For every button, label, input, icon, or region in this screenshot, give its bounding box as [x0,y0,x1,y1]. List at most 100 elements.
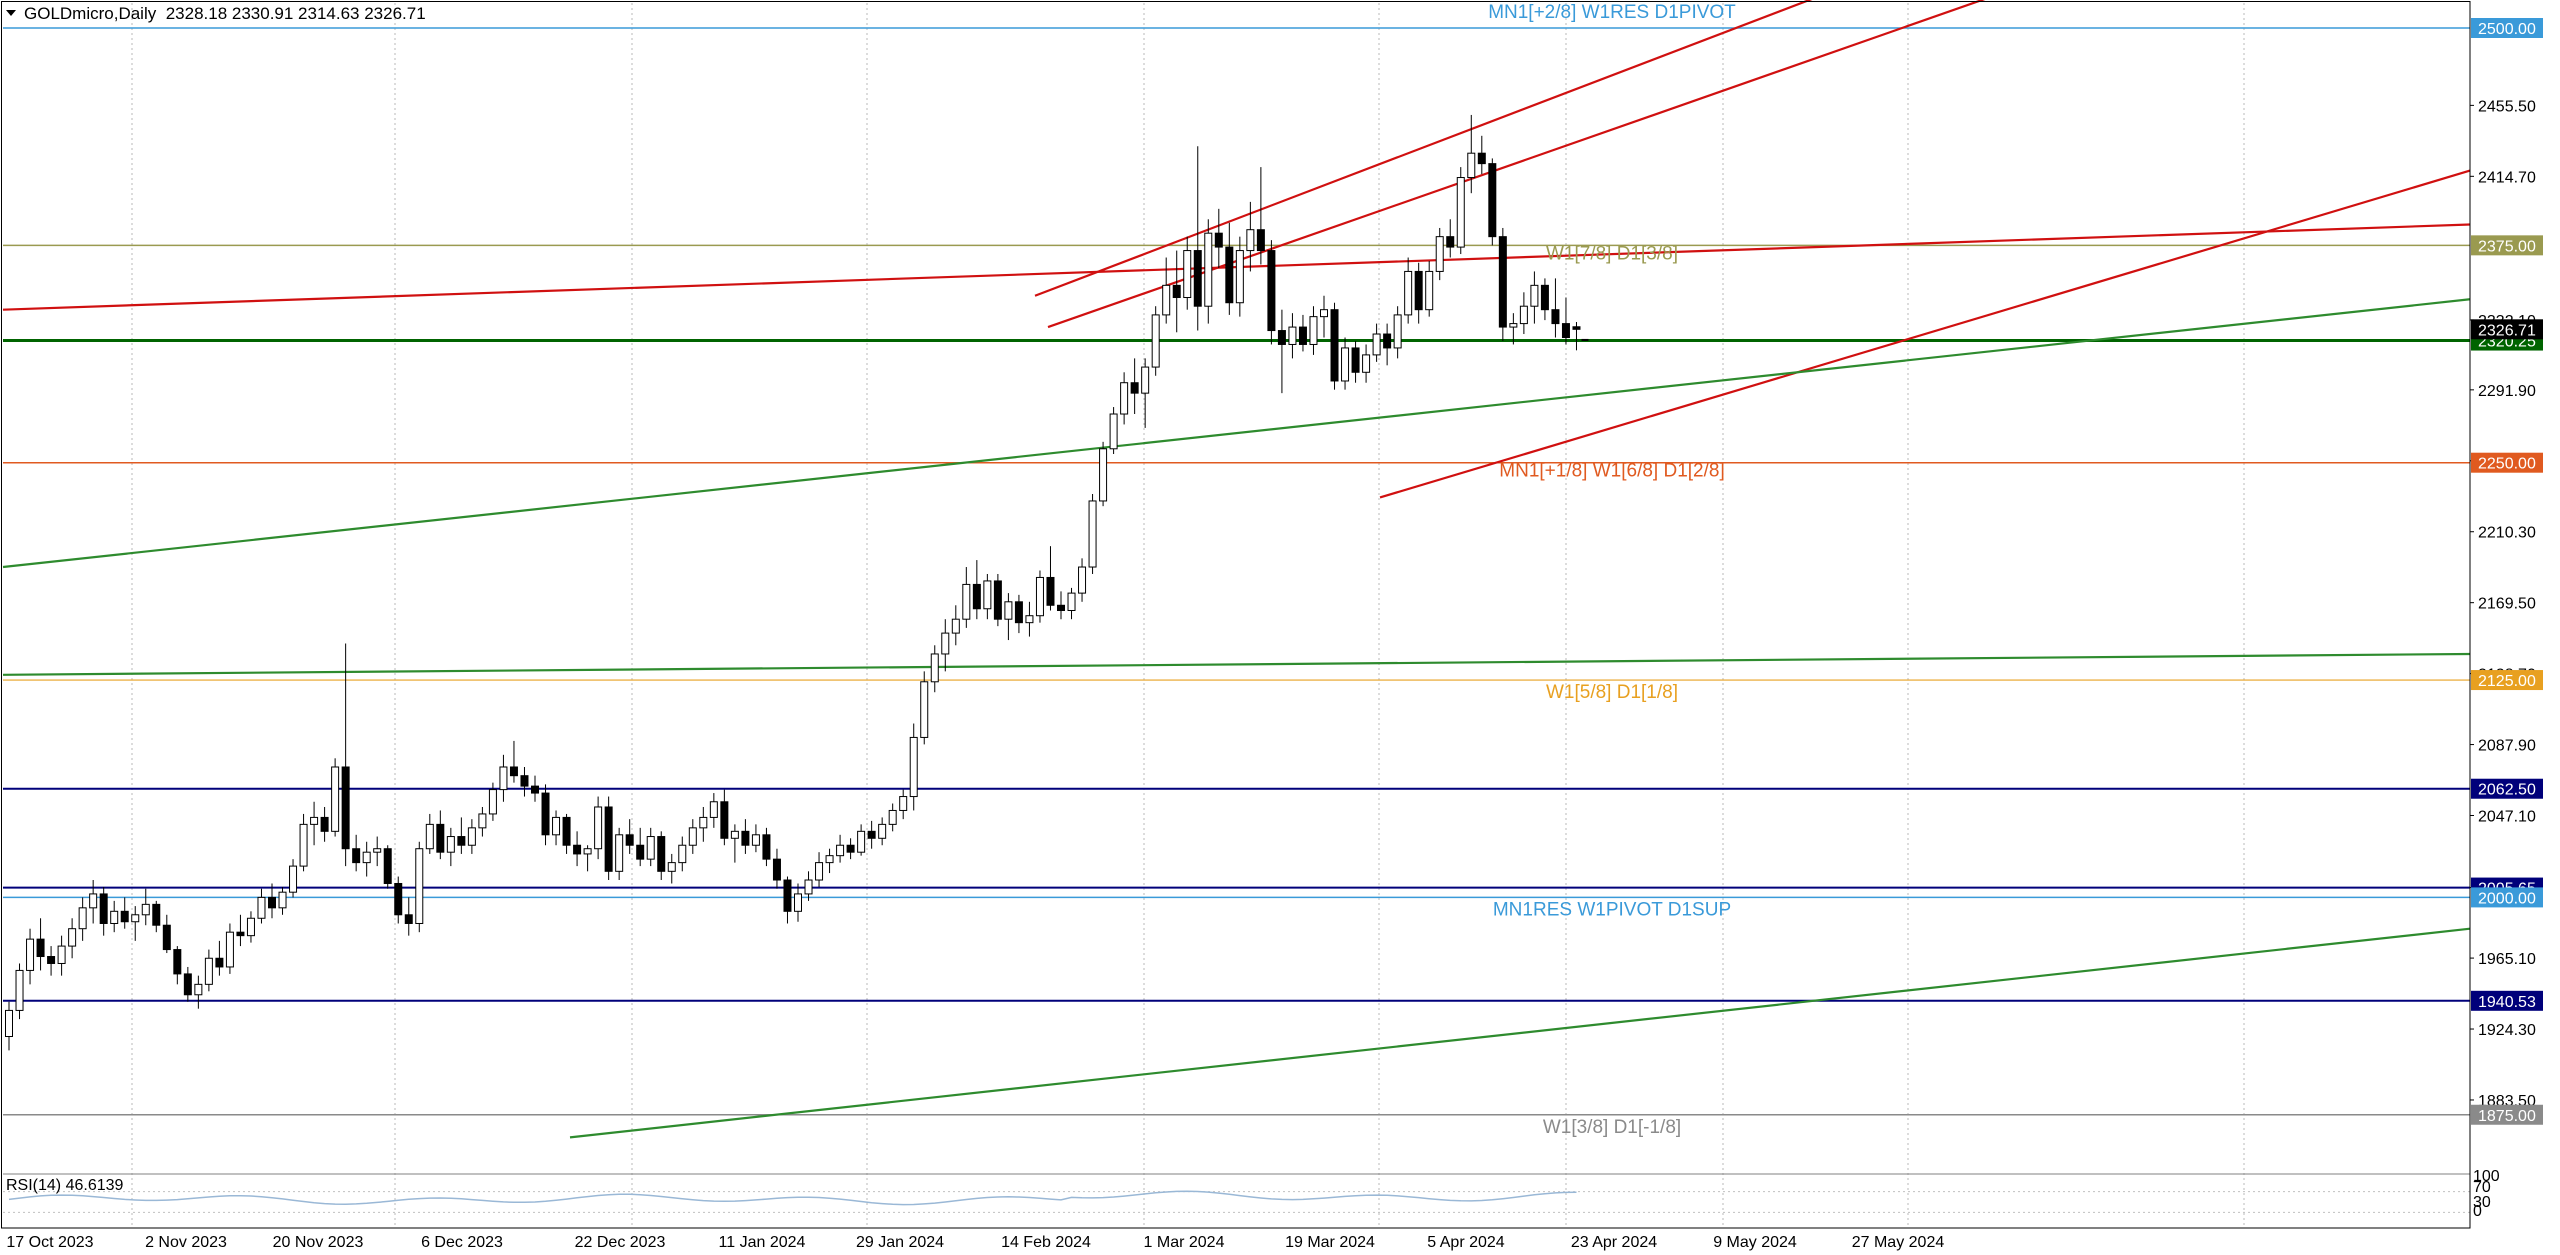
price-tick-label: 2414.70 [2478,169,2536,186]
candle [78,897,87,941]
candle-body [478,813,487,829]
level-labels: MN1[+2/8] W1RES D1PIVOT W1[7/8] D1[3/8] MN… [1488,2,1736,1138]
candle-body [1393,314,1402,349]
candle [404,897,413,936]
candle-body [1151,314,1160,368]
candle-body [383,848,392,884]
candle [1277,309,1286,394]
price-badge: 2062.50 [2471,778,2543,799]
candle-body [331,766,340,832]
candle-body [488,789,497,815]
candle [1435,227,1444,281]
chart-header: GOLDmicro,Daily 2328.18 2330.91 2314.63 … [24,4,426,24]
candle [772,848,781,889]
candle-body [1446,236,1455,248]
date-tick-label: 27 May 2024 [1852,1234,1945,1251]
candle [730,824,739,863]
candle-body [236,931,245,937]
candle-body [1204,232,1213,307]
candle-body [1120,382,1129,415]
candle-body [310,816,319,825]
candle-body [1488,163,1497,238]
price-badge: 2125.00 [2471,670,2543,691]
level-label: MN1RES W1PIVOT D1SUP [1493,899,1731,920]
candle [930,645,939,693]
level-label: W1[3/8] D1[-1/8] [1543,1117,1681,1138]
price-badge-box [2471,887,2543,908]
date-tick-label: 22 Dec 2023 [575,1234,666,1251]
candle [1551,278,1560,338]
price-tick-label: 2169.50 [2478,596,2536,613]
candle-body [531,785,539,794]
candle [320,806,329,842]
candle-body [688,827,697,846]
candle [972,560,981,620]
candle-body [930,653,939,683]
candle-body [110,910,119,924]
candle-body [709,801,718,818]
candle [720,789,729,846]
candle-body [215,957,224,968]
date-tick-label: 14 Feb 2024 [1001,1234,1091,1251]
candle-body [1025,615,1034,624]
candle [446,827,455,867]
candle-body [320,816,329,832]
candle-body [615,834,624,872]
candle-body [183,973,192,996]
candle [246,911,255,943]
price-badge-label: 1875.00 [2478,1108,2536,1125]
candle [1235,236,1244,317]
candle-body [299,823,308,867]
candle [110,900,119,933]
candle-body [983,580,992,610]
candle [499,754,508,802]
candle-body [1088,500,1097,568]
candle [141,888,150,926]
candle [1151,306,1160,376]
chart-menu-arrow-icon[interactable] [6,10,16,16]
candle [289,859,298,898]
candle-body [57,945,66,964]
candle-body [1404,270,1413,316]
candle-body [467,827,476,846]
candle-body [173,949,182,975]
candle-body [425,823,434,850]
price-badge-label: 2250.00 [2478,456,2536,473]
candle-body [920,681,929,738]
candle-body [951,618,960,634]
candle [162,914,171,954]
candle-body [804,879,813,895]
rsi-scale-label: 0 [2473,1203,2482,1220]
frame-border [1,1,2471,1229]
candle-body [678,844,687,864]
candle [552,810,561,846]
candle-body [268,896,276,909]
candle-body [1351,347,1360,373]
price-badge-label: 2125.00 [2478,673,2536,690]
current-price-box [2471,319,2543,340]
candle-body [1530,284,1539,307]
candle [152,900,161,933]
candle [688,819,697,854]
candle [509,740,518,783]
candle [1141,358,1150,428]
candle-body [278,891,287,909]
candle [68,918,77,959]
candle [1414,262,1423,324]
trend-line [1034,0,1813,297]
candle [762,827,771,867]
candle-body [1057,604,1065,611]
candle-body [1425,270,1434,311]
candle-body [120,910,129,923]
trend-line [2,652,2471,676]
candle-body [341,766,350,850]
candle-body [352,848,361,864]
candle [1372,323,1381,362]
candle [99,886,108,936]
candle-body [825,855,834,864]
date-tick-label: 6 Dec 2023 [421,1234,503,1251]
candle [1320,295,1328,338]
candle [394,876,403,924]
